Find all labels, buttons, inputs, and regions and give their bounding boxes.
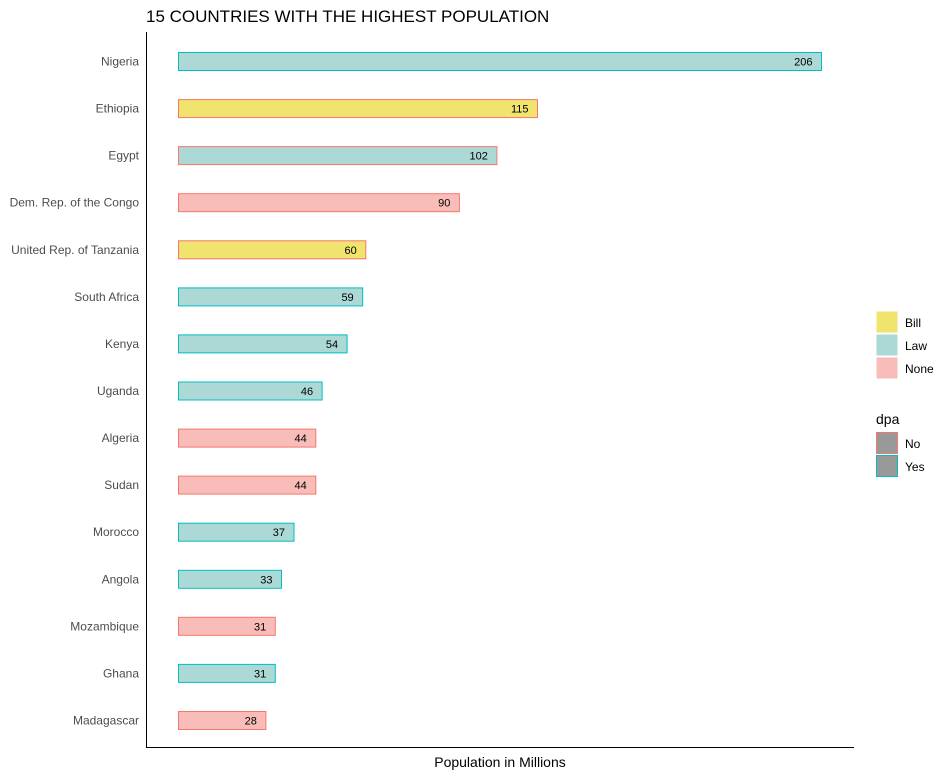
- y-tick-label-uganda: Uganda: [97, 384, 139, 398]
- value-label-united-rep-of-tanzania: 60: [345, 245, 357, 257]
- dpa-legend-title: dpa: [876, 411, 900, 427]
- value-label-morocco: 37: [273, 527, 285, 539]
- value-label-uganda: 46: [301, 386, 313, 398]
- plot-area: Nigeria Ethiopia Egypt Dem. Rep. of the Con…: [10, 32, 854, 748]
- y-tick-label-united-rep-of-tanzania: United Rep. of Tanzania: [11, 243, 139, 257]
- bar-mozambique: [178, 616, 276, 636]
- dpa-legend-swatch-yes: [876, 455, 898, 477]
- y-tick-label-ethiopia: Ethiopia: [96, 102, 140, 116]
- y-tick-label-morocco: Morocco: [93, 525, 139, 539]
- bar-madagascar: [178, 711, 267, 730]
- y-tick-label-ghana: Ghana: [103, 666, 139, 680]
- bar-kenya: [178, 334, 348, 354]
- dpa-legend-label-no: No: [905, 437, 921, 451]
- value-label-south-africa: 59: [341, 292, 353, 304]
- value-label-ethiopia: 115: [511, 104, 529, 116]
- bars-group: [178, 52, 822, 730]
- dpa-legend-label-yes: Yes: [905, 460, 925, 474]
- legend-swatch-none: [875, 356, 899, 380]
- bar-ghana: [178, 663, 276, 683]
- y-tick-label-mozambique: Mozambique: [70, 619, 139, 633]
- value-label-sudan: 44: [295, 480, 307, 492]
- value-labels: 206 115 102 90 60 59 54 46 44 44 37 33 31 31 28: [245, 57, 813, 728]
- bar-nigeria: [178, 52, 822, 71]
- value-label-egypt: 102: [470, 151, 488, 163]
- fill-legend: Bill Law None: [875, 310, 934, 380]
- bar-algeria: [178, 428, 317, 448]
- bar-egypt: [178, 146, 498, 166]
- y-tick-label-dem-rep-of-the-congo: Dem. Rep. of the Congo: [10, 196, 140, 210]
- bar-uganda: [178, 381, 323, 401]
- legend-swatch-bill: [875, 310, 899, 334]
- y-tick-label-south-africa: South Africa: [74, 290, 139, 304]
- legend-swatch-law: [875, 333, 899, 357]
- y-tick-label-sudan: Sudan: [104, 478, 139, 492]
- bar-morocco: [178, 522, 295, 542]
- value-label-angola: 33: [260, 574, 272, 586]
- y-tick-label-algeria: Algeria: [102, 431, 140, 445]
- legend-label-none: None: [905, 362, 934, 376]
- bar-south-africa: [178, 287, 364, 307]
- legend-label-law: Law: [905, 339, 927, 353]
- legend-label-bill: Bill: [905, 316, 921, 330]
- value-label-madagascar: 28: [245, 716, 257, 728]
- value-label-ghana: 31: [254, 668, 266, 680]
- y-tick-label-madagascar: Madagascar: [73, 714, 139, 728]
- value-label-mozambique: 31: [254, 621, 266, 633]
- bar-angola: [178, 569, 282, 589]
- bar-sudan: [178, 475, 317, 495]
- y-tick-label-kenya: Kenya: [105, 337, 139, 351]
- chart-title: 15 COUNTRIES WITH THE HIGHEST POPULATION: [146, 7, 549, 26]
- y-tick-label-egypt: Egypt: [108, 149, 139, 163]
- bar-united-rep-of-tanzania: [178, 240, 367, 260]
- y-tick-label-nigeria: Nigeria: [101, 55, 139, 69]
- x-axis-title: Population in Millions: [434, 754, 566, 770]
- value-label-nigeria: 206: [794, 57, 812, 69]
- bar-dem-rep-of-the-congo: [178, 193, 460, 213]
- bar-ethiopia: [178, 99, 538, 119]
- value-label-algeria: 44: [295, 433, 307, 445]
- y-tick-label-angola: Angola: [102, 572, 140, 586]
- value-label-kenya: 54: [326, 339, 338, 351]
- dpa-legend: dpa No Yes: [876, 411, 925, 477]
- dpa-legend-swatch-no: [876, 432, 898, 454]
- value-label-dem-rep-of-the-congo: 90: [438, 198, 450, 210]
- y-tick-labels: Nigeria Ethiopia Egypt Dem. Rep. of the Con…: [10, 55, 140, 728]
